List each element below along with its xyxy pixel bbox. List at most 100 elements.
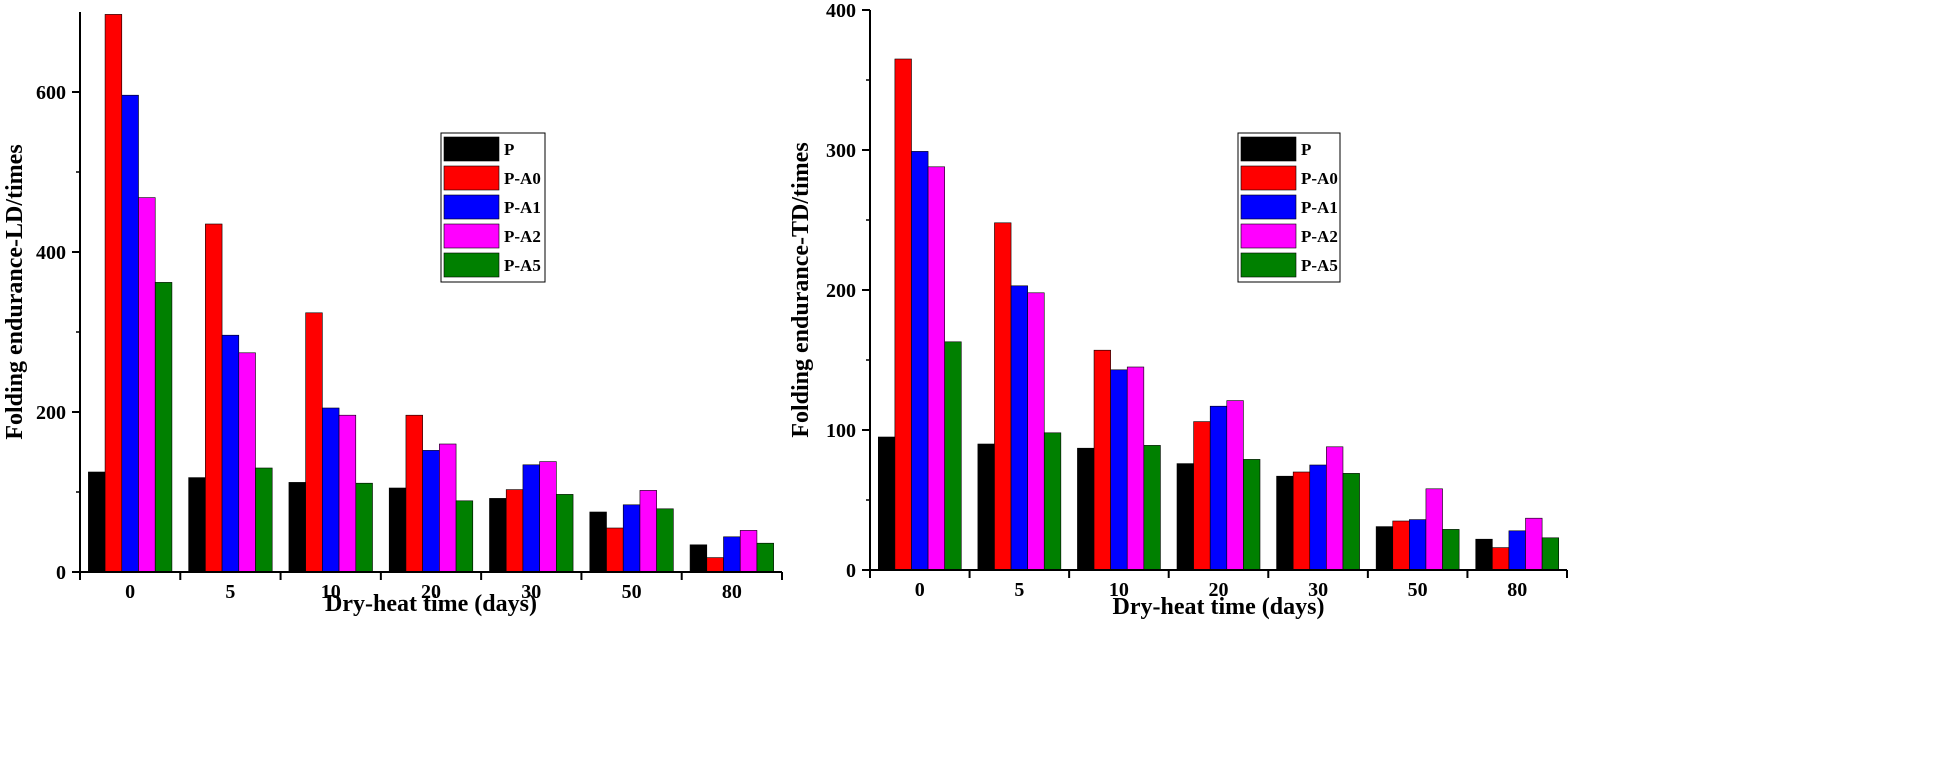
series-P-A2 (927, 166, 1543, 571)
legend-label-P-A5: P-A5 (1301, 256, 1338, 275)
legend-label-P-A1: P-A1 (504, 198, 541, 217)
bar-P-50 (1375, 526, 1394, 571)
bar-P-A2-0 (138, 197, 156, 573)
legend: P P-A0 P-A1 P-A2 P-A5 (1237, 132, 1341, 283)
bar-P-A5-10 (355, 482, 373, 573)
bar-P-A2-5 (1027, 292, 1045, 571)
legend: P P-A0 P-A1 P-A2 P-A5 (440, 132, 546, 283)
x-tick-label: 50 (622, 581, 642, 603)
bar-P-A1-80 (1508, 530, 1526, 571)
bar-P-A2-50 (639, 490, 657, 573)
bar-P-30 (1276, 475, 1294, 571)
bar-P-A2-20 (1226, 400, 1244, 571)
legend-swatch-P-A5 (443, 252, 500, 278)
bar-P-A0-80 (706, 557, 724, 573)
legend-swatch-P (1240, 136, 1297, 162)
y-tick-label: 600 (36, 82, 66, 104)
bar-P-A5-80 (1541, 537, 1560, 571)
series-P-A1 (911, 151, 1526, 571)
series-P-A1 (121, 94, 741, 573)
legend-label-P-A2: P-A2 (504, 227, 541, 246)
x-tick-label: 5 (225, 581, 235, 603)
legend-swatch-P-A1 (1240, 194, 1297, 220)
x-tick-label: 20 (1209, 579, 1229, 601)
bar-P-A1-50 (622, 504, 641, 573)
bar-P-A1-50 (1409, 519, 1427, 571)
y-tick-label: 400 (36, 242, 66, 264)
bar-P-30 (489, 498, 507, 573)
bar-P-A5-5 (1043, 432, 1062, 571)
y-tick-label: 200 (36, 402, 66, 424)
chart-ld: 0 200 400 600 0 5 10 20 30 50 80 Dry-heat time (day… (2, 12, 783, 617)
legend-label-P: P (504, 140, 514, 159)
x-tick-label: 30 (521, 581, 541, 603)
legend-swatch-P-A0 (1240, 165, 1297, 191)
bar-P-A0-5 (994, 222, 1012, 571)
legend-swatch-P-A2 (443, 223, 500, 249)
y-tick-label: 0 (56, 562, 66, 584)
x-tick-label: 5 (1014, 579, 1024, 601)
bar-P-A2-30 (1326, 446, 1344, 571)
legend-swatch-P-A5 (1240, 252, 1297, 278)
bar-P-A1-5 (1010, 285, 1028, 571)
bar-P-A5-0 (154, 282, 173, 573)
bar-P-20 (1176, 463, 1194, 571)
bar-P-A0-0 (104, 14, 123, 573)
bar-P-A1-10 (1110, 369, 1128, 571)
bar-P-A2-0 (927, 166, 945, 571)
bar-P-5 (977, 443, 995, 571)
legend-label-P-A2: P-A2 (1301, 227, 1338, 246)
bar-P-A1-5 (221, 334, 240, 573)
bar-P-A5-30 (556, 494, 574, 573)
bar-P-A2-30 (539, 461, 557, 573)
bar-P-A1-80 (723, 536, 741, 573)
series-P-A0 (104, 14, 724, 573)
bar-P-A1-20 (422, 450, 440, 573)
bar-P-A5-20 (1243, 459, 1261, 571)
bar-P-A0-80 (1492, 547, 1510, 571)
series-P-A2 (138, 197, 758, 573)
bar-P-A5-0 (944, 341, 962, 571)
legend-label-P-A0: P-A0 (504, 169, 541, 188)
legend-swatch-P-A0 (443, 165, 500, 191)
bar-P-A5-80 (756, 542, 774, 573)
x-tick-label: 10 (321, 581, 341, 603)
bar-P-A0-10 (305, 312, 323, 573)
y-axis-title: Folding endurance-TD/times (788, 142, 814, 437)
bar-P-A5-10 (1143, 445, 1161, 571)
x-axis-title: Dry-heat time (days) (1113, 594, 1325, 620)
legend-label-P-A0: P-A0 (1301, 169, 1338, 188)
bar-P-A1-30 (1309, 464, 1327, 571)
bar-P-A0-50 (606, 527, 624, 573)
bar-P-0 (877, 436, 896, 571)
bar-P-A2-10 (338, 414, 357, 573)
bar-P-A0-5 (205, 223, 223, 573)
bar-P-A2-80 (1525, 517, 1543, 571)
bar-P-A0-20 (1193, 421, 1211, 571)
bar-P-80 (1475, 538, 1493, 571)
bar-P-A5-50 (1442, 529, 1460, 571)
x-tick-label: 20 (421, 581, 441, 603)
bar-P-20 (388, 487, 407, 573)
bar-P-A2-10 (1126, 366, 1145, 571)
y-tick-label: 300 (826, 140, 856, 162)
bar-P-50 (589, 511, 607, 573)
legend-label-P-A5: P-A5 (504, 256, 541, 275)
bar-P-10 (1077, 447, 1095, 571)
bar-P-A2-80 (739, 530, 758, 573)
x-tick-label: 50 (1408, 579, 1428, 601)
series-P-A5 (944, 341, 1560, 571)
x-tick-label: 10 (1109, 579, 1129, 601)
series-P-A5 (154, 282, 774, 573)
bar-P-A0-0 (894, 58, 912, 571)
bar-P-A1-10 (322, 407, 340, 573)
bar-P-A5-30 (1342, 473, 1360, 571)
x-tick-label: 30 (1308, 579, 1328, 601)
bar-P-A1-20 (1209, 405, 1228, 571)
bar-P-A0-30 (505, 489, 524, 573)
bar-P-A0-10 (1093, 349, 1111, 571)
bar-P-A0-30 (1292, 471, 1311, 571)
legend-swatch-P (443, 136, 500, 162)
